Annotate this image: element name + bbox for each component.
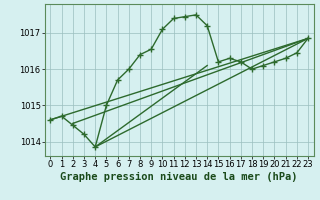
X-axis label: Graphe pression niveau de la mer (hPa): Graphe pression niveau de la mer (hPa) — [60, 172, 298, 182]
